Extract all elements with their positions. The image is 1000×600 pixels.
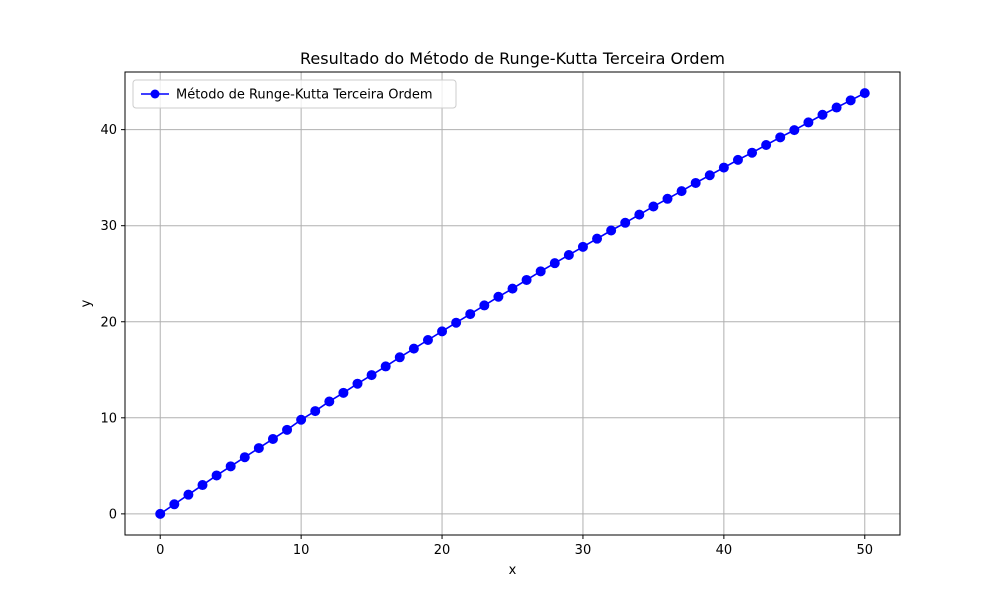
y-tick-label: 10 bbox=[100, 411, 117, 426]
legend-entry-label: Método de Runge-Kutta Terceira Ordem bbox=[176, 88, 433, 103]
data-point bbox=[507, 283, 518, 294]
chart-title: Resultado do Método de Runge-Kutta Terce… bbox=[300, 49, 725, 68]
data-point bbox=[380, 361, 391, 372]
data-point bbox=[690, 177, 701, 188]
data-point bbox=[239, 452, 250, 463]
y-tick-label: 0 bbox=[109, 507, 117, 522]
data-point bbox=[718, 162, 729, 173]
data-point bbox=[634, 209, 645, 220]
data-point bbox=[479, 300, 490, 311]
data-point bbox=[676, 186, 687, 197]
data-point bbox=[577, 241, 588, 252]
data-point bbox=[592, 233, 603, 244]
x-tick-label: 50 bbox=[856, 543, 873, 558]
data-point bbox=[831, 102, 842, 113]
data-point bbox=[366, 370, 377, 381]
data-point bbox=[563, 249, 574, 260]
data-point bbox=[662, 193, 673, 204]
y-axis-label: y bbox=[79, 299, 94, 307]
data-point bbox=[282, 424, 293, 435]
legend: Método de Runge-Kutta Terceira Ordem bbox=[132, 79, 457, 109]
y-tick-label: 20 bbox=[100, 315, 117, 330]
data-point bbox=[493, 291, 504, 302]
data-point bbox=[704, 170, 715, 181]
data-point bbox=[183, 489, 194, 500]
data-point bbox=[324, 396, 335, 407]
x-tick-label: 30 bbox=[575, 543, 592, 558]
data-point bbox=[225, 461, 236, 472]
data-point bbox=[817, 109, 828, 120]
data-point bbox=[211, 470, 222, 481]
data-point bbox=[155, 508, 166, 519]
data-point bbox=[394, 352, 405, 363]
data-point bbox=[338, 387, 349, 398]
data-point bbox=[620, 217, 631, 228]
data-point bbox=[521, 274, 532, 285]
data-point bbox=[859, 88, 870, 99]
series-layer bbox=[155, 88, 870, 519]
grid bbox=[125, 72, 900, 535]
data-point bbox=[310, 406, 321, 417]
data-point bbox=[352, 378, 363, 389]
data-point bbox=[803, 117, 814, 128]
x-tick-label: 40 bbox=[716, 543, 733, 558]
data-point bbox=[789, 125, 800, 136]
data-point bbox=[253, 443, 264, 454]
data-point bbox=[535, 266, 546, 277]
y-tick-label: 30 bbox=[100, 219, 117, 234]
data-point bbox=[761, 140, 772, 151]
data-point bbox=[422, 335, 433, 346]
data-point bbox=[197, 480, 208, 491]
data-point bbox=[606, 225, 617, 236]
data-point bbox=[465, 309, 476, 320]
x-axis-label: x bbox=[509, 563, 517, 578]
x-tick-label: 20 bbox=[434, 543, 451, 558]
data-point bbox=[451, 317, 462, 328]
legend-box bbox=[132, 79, 457, 109]
data-point bbox=[549, 258, 560, 269]
legend-marker-sample bbox=[150, 89, 160, 99]
data-point bbox=[169, 499, 180, 510]
y-tick-label: 40 bbox=[100, 123, 117, 138]
x-tick-label: 0 bbox=[156, 543, 164, 558]
data-point bbox=[732, 154, 743, 165]
x-tick-label: 10 bbox=[293, 543, 310, 558]
plot-frame bbox=[124, 71, 901, 536]
ticks: 0 10 20 30 40 50 0 10 20 30 40 bbox=[100, 123, 873, 558]
data-point bbox=[296, 414, 307, 425]
data-point bbox=[267, 433, 278, 444]
data-point bbox=[408, 343, 419, 354]
data-point bbox=[775, 132, 786, 143]
data-point bbox=[747, 147, 758, 158]
data-point bbox=[437, 326, 448, 337]
data-point bbox=[845, 95, 856, 106]
data-point bbox=[648, 201, 659, 212]
